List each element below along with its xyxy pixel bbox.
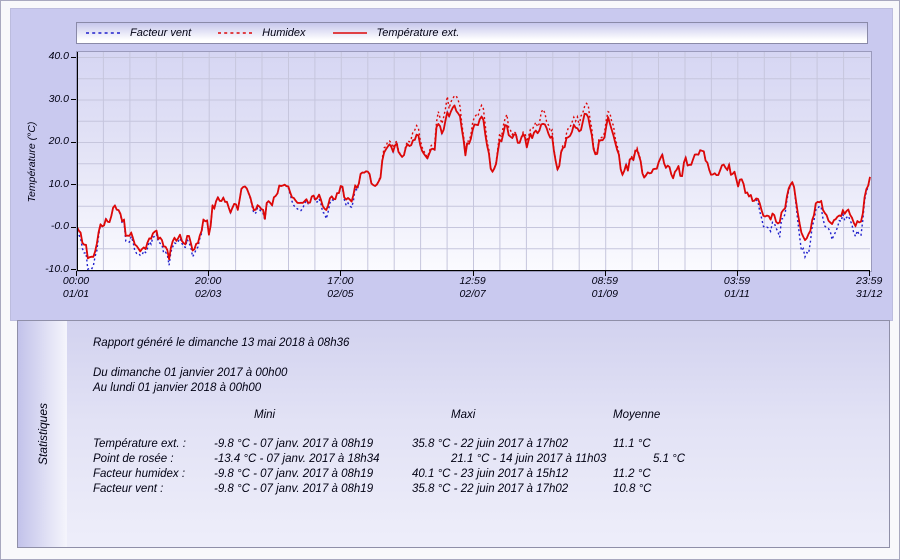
stat-mini-value: -9.8 °C - 07 janv. 2017 à 08h19 [214,438,374,450]
stat-row-label: Facteur vent : [93,483,164,495]
period-to-line: Au lundi 01 janvier 2018 à 00h00 [93,382,262,394]
x-tick-date: 02/07 [459,288,486,300]
stat-maxi-value: 35.8 °C - 22 juin 2017 à 17h02 [412,438,569,450]
legend-line-sample [218,32,253,34]
legend-item-facteur-vent: Facteur vent [85,27,191,39]
column-header-maxi: Maxi [451,409,476,421]
plot-area [76,51,872,272]
x-tick-mark [869,271,871,276]
x-tick-time: 12:59 [459,275,486,287]
stat-mini-value: -13.4 °C - 07 janv. 2017 à 18h34 [214,453,380,465]
x-tick-date: 01/01 [62,288,90,300]
x-tick-mark [208,271,210,276]
y-tick-label: -10.0 [45,262,69,275]
stat-row-label: Point de rosée : [93,453,174,465]
x-tick-time: 23:59 [856,275,883,287]
y-tick-mark [71,99,76,100]
y-tick-mark [71,269,76,270]
y-tick-label: -0.0 [50,220,69,232]
x-tick-label: 03:59 01/11 [702,275,772,301]
x-tick-time: 20:00 [195,275,222,287]
x-tick-mark [472,271,474,276]
sidebar-label: Statistiques [35,402,50,466]
legend-line-sample [332,32,367,34]
legend-line-sample [86,32,120,34]
x-tick-label: 08:59 01/09 [570,275,640,301]
stat-moyenne-value: 5.1 °C [653,453,686,465]
x-tick-mark [76,271,77,276]
x-tick-label: 20:00 02/03 [173,275,243,301]
temperature-curve [77,104,871,261]
x-tick-time: 08:59 [591,275,618,287]
stat-maxi-value: 21.1 °C - 14 juin 2017 à 11h03 [451,453,607,465]
x-tick-date: 01/09 [591,288,618,300]
column-header-mini: Mini [254,409,276,421]
y-axis-title: Température (°C) [26,121,38,203]
stat-moyenne-value: 10.8 °C [613,483,652,495]
legend: Facteur vent Humidex Température ext. [76,22,868,44]
x-tick-label: 17:00 02/05 [305,275,375,301]
stat-row-label: Facteur humidex : [93,468,186,480]
y-tick-mark [71,141,76,143]
report-generated-line: Rapport généré le dimanche 13 mai 2018 à… [93,337,350,349]
x-tick-date: 02/03 [195,288,222,300]
stat-moyenne-value: 11.2 °C [613,468,651,480]
stat-row-label: Température ext. : [93,438,186,450]
chart-section: Facteur vent Humidex Température ext. Temp… [10,8,893,321]
y-tick-label: 40.0 [48,50,69,62]
y-tick-mark [71,184,76,185]
x-tick-label: 00:00 01/01 [41,275,111,301]
x-tick-mark [604,271,606,276]
stat-mini-value: -9.8 °C - 07 janv. 2017 à 08h19 [214,483,374,495]
x-tick-date: 31/12 [856,288,883,300]
x-tick-label: 12:59 02/07 [438,275,508,301]
y-tick-label: 20.0 [48,135,69,147]
legend-item-humidex: Humidex [217,27,306,39]
statistics-sidebar: Statistiques [18,321,67,547]
temperature-chart [77,52,871,271]
stat-mini-value: -9.8 °C - 07 janv. 2017 à 08h19 [214,468,374,480]
legend-label: Facteur vent [130,27,192,39]
y-tick-mark [71,56,76,58]
legend-label: Température ext. [376,27,460,39]
legend-item-temp-rature-ext-: Température ext. [332,27,460,39]
period-from-line: Du dimanche 01 janvier 2017 à 00h00 [93,367,288,379]
x-tick-time: 00:00 [62,275,90,287]
x-tick-mark [737,271,738,276]
stat-maxi-value: 35.8 °C - 22 juin 2017 à 17h02 [412,483,569,495]
x-tick-mark [340,271,342,276]
y-tick-label: 10.0 [48,177,69,190]
x-tick-time: 17:00 [327,275,354,287]
x-tick-time: 03:59 [723,275,751,287]
y-tick-mark [71,226,76,228]
y-tick-label: 30.0 [48,92,69,105]
legend-label: Humidex [262,27,306,39]
x-tick-label: 23:59 31/12 [834,275,900,301]
statistics-panel: Statistiques Rapport généré le dimanche … [17,320,890,548]
x-tick-date: 01/11 [724,288,750,300]
stat-moyenne-value: 11.1 °C [613,438,651,450]
stat-maxi-value: 40.1 °C - 23 juin 2017 à 15h12 [412,468,569,480]
column-header-moyenne: Moyenne [613,409,661,421]
x-tick-date: 02/05 [327,288,354,300]
